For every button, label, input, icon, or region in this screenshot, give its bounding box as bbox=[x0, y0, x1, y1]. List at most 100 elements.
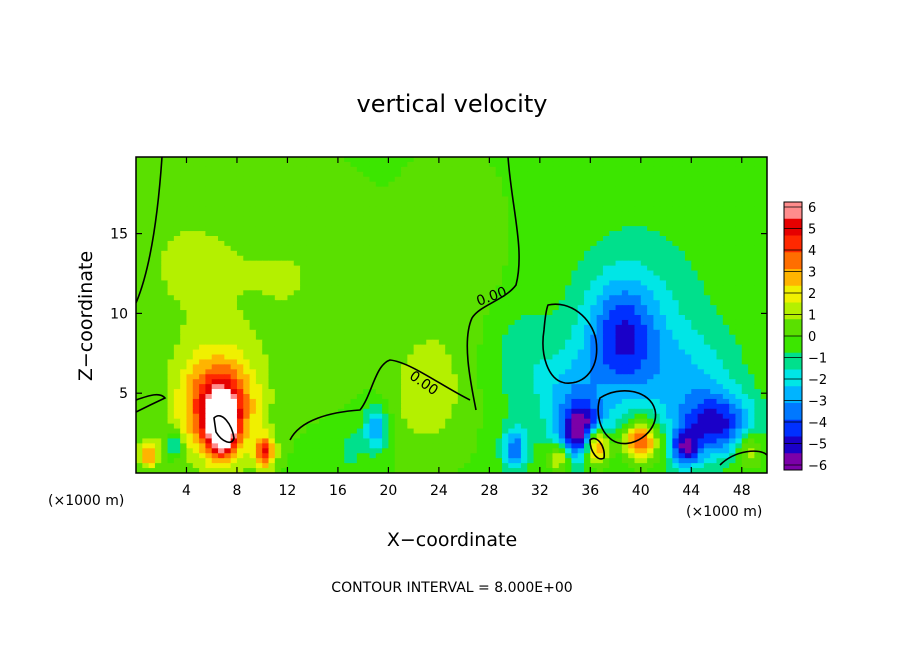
field-cell bbox=[211, 206, 219, 212]
field-cell bbox=[666, 285, 673, 291]
field-cell bbox=[274, 280, 282, 286]
field-cell bbox=[760, 265, 767, 272]
field-cell bbox=[161, 236, 169, 242]
field-cell bbox=[577, 334, 585, 341]
field-cell bbox=[401, 369, 408, 375]
field-cell bbox=[647, 191, 655, 198]
field-cell bbox=[476, 240, 484, 247]
field-cell bbox=[571, 384, 579, 390]
field-cell bbox=[142, 334, 150, 341]
field-cell bbox=[760, 240, 767, 247]
field-cell bbox=[703, 384, 711, 390]
field-cell bbox=[445, 211, 453, 217]
field-cell bbox=[369, 181, 377, 188]
field-cell bbox=[558, 305, 566, 311]
field-cell bbox=[426, 236, 434, 242]
field-cell bbox=[495, 275, 503, 282]
field-cell bbox=[483, 359, 490, 365]
field-cell bbox=[483, 161, 490, 168]
field-cell bbox=[432, 250, 440, 257]
field-cell bbox=[716, 384, 724, 390]
field-cell bbox=[729, 280, 737, 286]
field-cell bbox=[192, 319, 200, 326]
field-cell bbox=[565, 295, 572, 301]
field-cell bbox=[199, 324, 207, 331]
field-cell bbox=[192, 398, 200, 405]
field-cell bbox=[274, 216, 282, 222]
field-cell bbox=[350, 255, 358, 262]
field-cell bbox=[514, 216, 522, 222]
field-cell bbox=[356, 221, 364, 227]
field-cell bbox=[154, 240, 162, 247]
field-cell bbox=[331, 270, 339, 277]
field-cell bbox=[640, 354, 648, 361]
field-cell bbox=[546, 300, 554, 306]
field-cell bbox=[628, 226, 636, 232]
field-cell bbox=[634, 398, 642, 405]
field-cell bbox=[451, 315, 459, 321]
field-cell bbox=[344, 226, 352, 232]
field-cell bbox=[180, 250, 188, 257]
field-cell bbox=[419, 285, 427, 291]
field-cell bbox=[142, 240, 150, 247]
field-cell bbox=[344, 255, 352, 262]
field-cell bbox=[154, 265, 162, 272]
field-cell bbox=[609, 319, 617, 326]
field-cell bbox=[659, 171, 667, 178]
field-cell bbox=[148, 275, 156, 282]
field-cell bbox=[489, 186, 497, 193]
field-cell bbox=[293, 324, 301, 331]
field-cell bbox=[350, 196, 358, 203]
field-cell bbox=[274, 339, 282, 346]
field-cell bbox=[647, 369, 655, 375]
field-cell bbox=[716, 349, 724, 356]
field-cell bbox=[438, 186, 446, 193]
field-cell bbox=[596, 369, 604, 375]
field-cell bbox=[243, 369, 251, 375]
field-cell bbox=[653, 334, 661, 341]
field-cell bbox=[508, 319, 516, 326]
field-cell bbox=[609, 226, 617, 232]
field-cell bbox=[230, 171, 238, 178]
field-cell bbox=[697, 398, 705, 405]
field-cell bbox=[514, 319, 522, 326]
field-cell bbox=[199, 166, 207, 173]
field-cell bbox=[577, 255, 585, 262]
field-cell bbox=[375, 339, 383, 346]
field-cell bbox=[609, 290, 617, 296]
field-cell bbox=[331, 339, 339, 346]
field-cell bbox=[729, 285, 737, 291]
field-cell bbox=[281, 359, 289, 365]
field-cell bbox=[413, 305, 421, 311]
field-cell bbox=[331, 359, 339, 365]
field-cell bbox=[596, 181, 604, 188]
field-cell bbox=[653, 236, 661, 242]
field-cell bbox=[684, 329, 692, 336]
field-cell bbox=[445, 270, 453, 277]
field-cell bbox=[331, 329, 339, 336]
field-cell bbox=[173, 206, 181, 212]
field-cell bbox=[571, 166, 579, 173]
field-cell bbox=[451, 186, 459, 193]
field-cell bbox=[748, 181, 755, 188]
field-cell bbox=[590, 359, 598, 365]
field-cell bbox=[602, 339, 610, 346]
field-cell bbox=[590, 240, 598, 247]
field-cell bbox=[653, 161, 661, 168]
field-cell bbox=[735, 344, 743, 351]
field-cell bbox=[489, 265, 497, 272]
field-cell bbox=[192, 379, 200, 385]
field-cell bbox=[451, 354, 459, 361]
field-cell bbox=[154, 329, 162, 336]
field-cell bbox=[318, 394, 326, 400]
field-cell bbox=[419, 324, 427, 331]
field-cell bbox=[666, 161, 673, 168]
field-cell bbox=[173, 265, 181, 272]
field-cell bbox=[161, 176, 169, 183]
field-cell bbox=[653, 389, 661, 395]
field-cell bbox=[344, 354, 352, 361]
field-cell bbox=[180, 157, 188, 163]
field-cell bbox=[375, 354, 383, 361]
field-cell bbox=[514, 166, 522, 173]
field-cell bbox=[268, 236, 276, 242]
